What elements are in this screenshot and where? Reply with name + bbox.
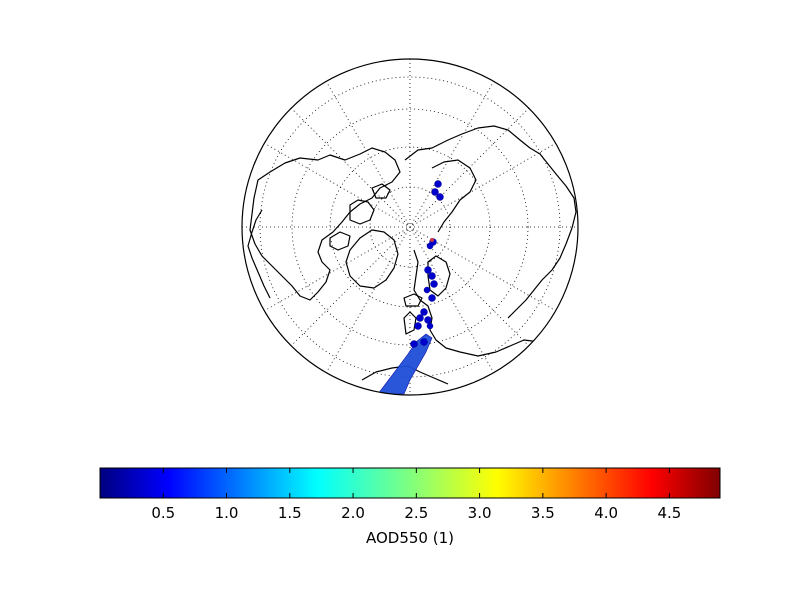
aod-point <box>423 286 431 294</box>
aod-points <box>410 180 444 348</box>
aod-swath <box>377 333 433 395</box>
globe-outline <box>241 58 579 396</box>
coastline-asia-inner <box>431 159 477 233</box>
aod-point <box>434 180 442 188</box>
latitude-circle <box>259 76 561 378</box>
coastlines <box>247 125 577 385</box>
coastline-scandinavia <box>427 255 451 297</box>
coastline-asia <box>404 125 577 319</box>
coastline-alaska <box>247 209 271 299</box>
aod-point <box>431 188 439 196</box>
meridian <box>263 142 557 312</box>
aod-point <box>436 193 444 201</box>
polar-map <box>241 58 579 396</box>
colorbar-tick-label: 4.5 <box>657 504 681 522</box>
latitude-circle <box>291 108 529 346</box>
aod-point <box>424 266 432 274</box>
aod-observations <box>377 180 444 395</box>
colorbar-label: AOD550 (1) <box>366 529 454 547</box>
colorbar-tick-label: 3.0 <box>468 504 492 522</box>
colorbar: 0.5 1.0 1.5 2.0 2.5 3.0 3.5 4.0 4.5 AOD550 (1) <box>99 467 721 547</box>
colorbar-gradient <box>99 467 721 499</box>
aod-point <box>414 322 422 330</box>
coastline-north-america <box>249 147 401 301</box>
aod-point <box>428 294 436 302</box>
aod-point <box>428 272 436 280</box>
aod-point <box>426 322 434 330</box>
graticule <box>242 59 578 395</box>
colorbar-tick-label: 0.5 <box>151 504 175 522</box>
aod-point <box>410 340 418 348</box>
aod-point <box>420 338 428 346</box>
aod-point <box>416 314 424 322</box>
coastline-arctic-islands <box>329 183 391 251</box>
colorbar-tick-label: 4.0 <box>594 504 618 522</box>
colorbar-tick-label: 1.0 <box>215 504 239 522</box>
colorbar-tick-label: 2.0 <box>341 504 365 522</box>
aod-point <box>424 316 432 324</box>
aod-point <box>426 242 434 250</box>
aod-point <box>420 308 428 316</box>
coastline-iceland <box>403 293 423 307</box>
colorbar-tick-label: 2.5 <box>404 504 428 522</box>
coastline-greenland <box>345 229 399 289</box>
colorbar-ticks: 0.5 1.0 1.5 2.0 2.5 3.0 3.5 4.0 4.5 <box>151 468 681 522</box>
aod-point <box>430 280 438 288</box>
colorbar-tick-label: 1.5 <box>278 504 302 522</box>
colorbar-tick-label: 3.5 <box>531 504 555 522</box>
aod-outlier-point <box>430 238 434 242</box>
